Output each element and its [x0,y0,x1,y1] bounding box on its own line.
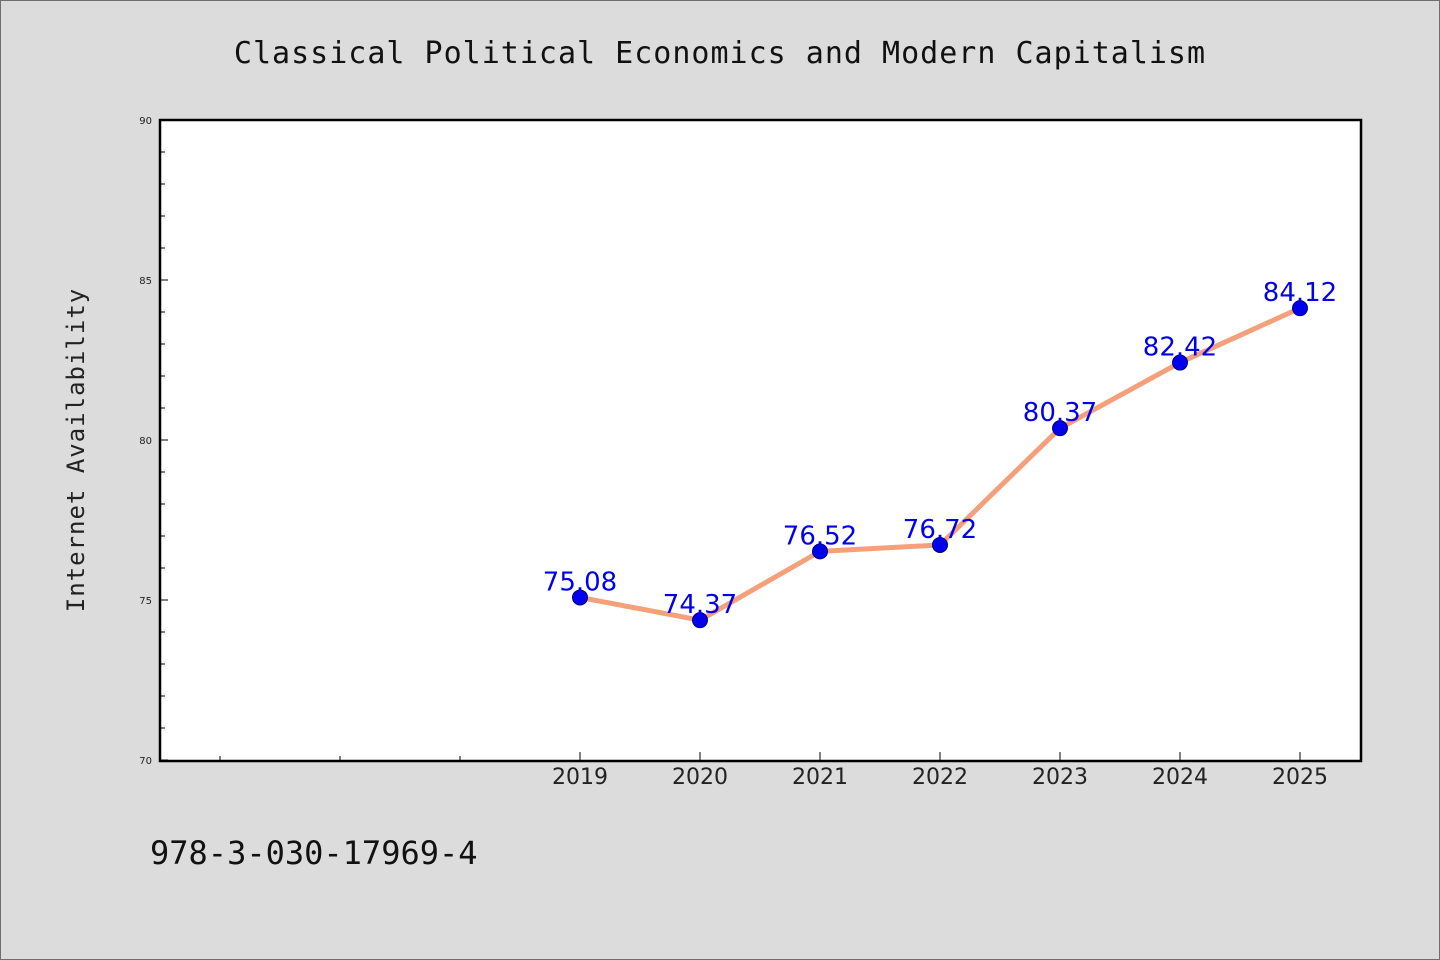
x-tick-label: 2023 [1032,765,1088,790]
data-point-2019 [572,589,588,606]
data-point-2024 [1172,354,1188,371]
data-point-2021 [812,543,828,560]
y-tick-label: 80 [139,436,152,447]
chart-title: Classical Political Economics and Modern… [234,36,1206,71]
y-tick-label: 85 [139,276,152,287]
series-line-group: 75.08 74.37 76.52 76.72 80.37 82.42 84.12 [543,278,1337,629]
data-label-2021: 76.52 [783,521,857,551]
isbn-note: 978-3-030-17969-4 [150,834,478,872]
data-label-2023: 80.37 [1023,398,1097,428]
data-label-2024: 82.42 [1143,333,1217,363]
data-point-2025 [1292,300,1308,317]
data-label-2022: 76.72 [903,515,977,545]
x-tick-label: 2019 [552,765,608,790]
x-tick-label: 2022 [912,765,968,790]
data-label-2020: 74.37 [663,590,737,620]
data-label-2025: 84.12 [1263,278,1337,308]
y-tick-label: 75 [139,596,152,607]
data-point-2022 [932,536,948,553]
data-point-2020 [692,612,708,629]
y-axis-label: Internet Availability [62,288,90,612]
plot-area [158,118,1363,763]
y-tick-label: 70 [139,756,152,767]
y-tick-label: 90 [139,116,152,127]
x-tick-label: 2020 [672,765,728,790]
x-tick-label: 2025 [1272,765,1328,790]
axis-ticks: 70 75 80 85 90 2019 2020 2021 2022 2023 2024 2025 [139,116,1328,790]
x-tick-label: 2024 [1152,765,1208,790]
data-point-2023 [1052,420,1068,437]
x-tick-label: 2021 [792,765,848,790]
data-label-2019: 75.08 [543,567,617,597]
